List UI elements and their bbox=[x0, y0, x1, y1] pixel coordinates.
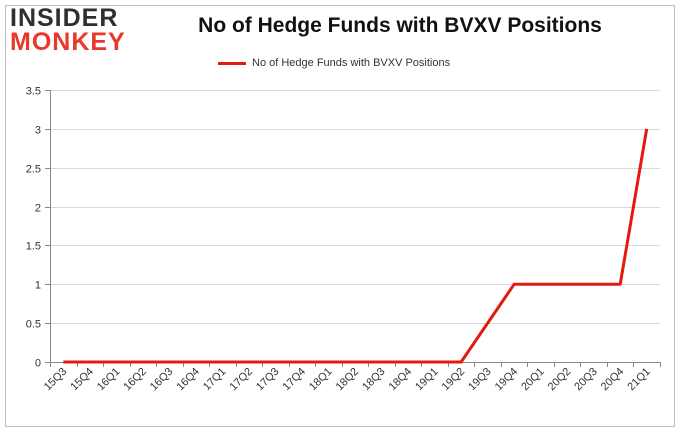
x-tick-label: 18Q3 bbox=[360, 366, 388, 394]
series-lines bbox=[63, 128, 649, 364]
series-line-0 bbox=[63, 128, 649, 364]
legend: No of Hedge Funds with BVXV Positions bbox=[218, 54, 450, 72]
y-tick-label: 1.5 bbox=[26, 241, 41, 253]
x-tick-label: 17Q2 bbox=[228, 366, 256, 394]
x-tick-label: 20Q4 bbox=[599, 366, 627, 394]
x-tick-label: 18Q2 bbox=[334, 366, 362, 394]
x-tick-label: 15Q3 bbox=[42, 366, 70, 394]
gridlines bbox=[50, 90, 660, 324]
x-tick-label: 21Q1 bbox=[625, 366, 653, 394]
x-tick-label: 16Q3 bbox=[148, 366, 176, 394]
x-tick-label: 20Q2 bbox=[546, 366, 574, 394]
x-tick-labels: 15Q315Q416Q116Q216Q316Q417Q117Q217Q317Q4… bbox=[42, 366, 653, 394]
y-tick-labels: 0 0.5 1 1.5 2 2.5 3 3.5 bbox=[26, 86, 41, 370]
y-tick-label: 0.5 bbox=[26, 319, 41, 331]
chart-frame bbox=[5, 5, 675, 427]
x-tick-label: 19Q3 bbox=[466, 366, 494, 394]
legend-swatch bbox=[218, 61, 246, 65]
y-tick-label: 1 bbox=[35, 280, 41, 292]
x-tick-label: 17Q1 bbox=[201, 366, 229, 394]
y-tick-label: 3 bbox=[35, 125, 41, 137]
x-tick-label: 19Q2 bbox=[440, 366, 468, 394]
x-tick-label: 20Q3 bbox=[572, 366, 600, 394]
x-tick-label: 19Q4 bbox=[493, 366, 521, 394]
logo-text-insider: INSIDER bbox=[10, 4, 119, 32]
x-tick-label: 15Q4 bbox=[68, 366, 96, 394]
y-tick-label: 0 bbox=[35, 358, 41, 370]
x-tick-label: 18Q1 bbox=[307, 366, 335, 394]
x-tick-label: 20Q1 bbox=[519, 366, 547, 394]
x-tick-label: 17Q3 bbox=[254, 366, 282, 394]
y-tick-label: 2.5 bbox=[26, 164, 41, 176]
x-tick-label: 18Q4 bbox=[387, 366, 415, 394]
x-tick-label: 16Q1 bbox=[95, 366, 123, 394]
legend-label: No of Hedge Funds with BVXV Positions bbox=[252, 57, 451, 69]
axes bbox=[45, 90, 661, 367]
x-tick-label: 17Q4 bbox=[281, 366, 309, 394]
chart-title: No of Hedge Funds with BVXV Positions bbox=[198, 14, 602, 37]
x-tick-label: 19Q1 bbox=[413, 366, 441, 394]
y-tick-label: 3.5 bbox=[26, 86, 41, 98]
y-tick-label: 2 bbox=[35, 203, 41, 215]
x-tick-label: 16Q2 bbox=[121, 366, 149, 394]
logo: INSIDER MONKEY bbox=[10, 6, 128, 56]
logo-text-monkey: MONKEY bbox=[10, 28, 126, 56]
x-tick-label: 16Q4 bbox=[174, 366, 202, 394]
